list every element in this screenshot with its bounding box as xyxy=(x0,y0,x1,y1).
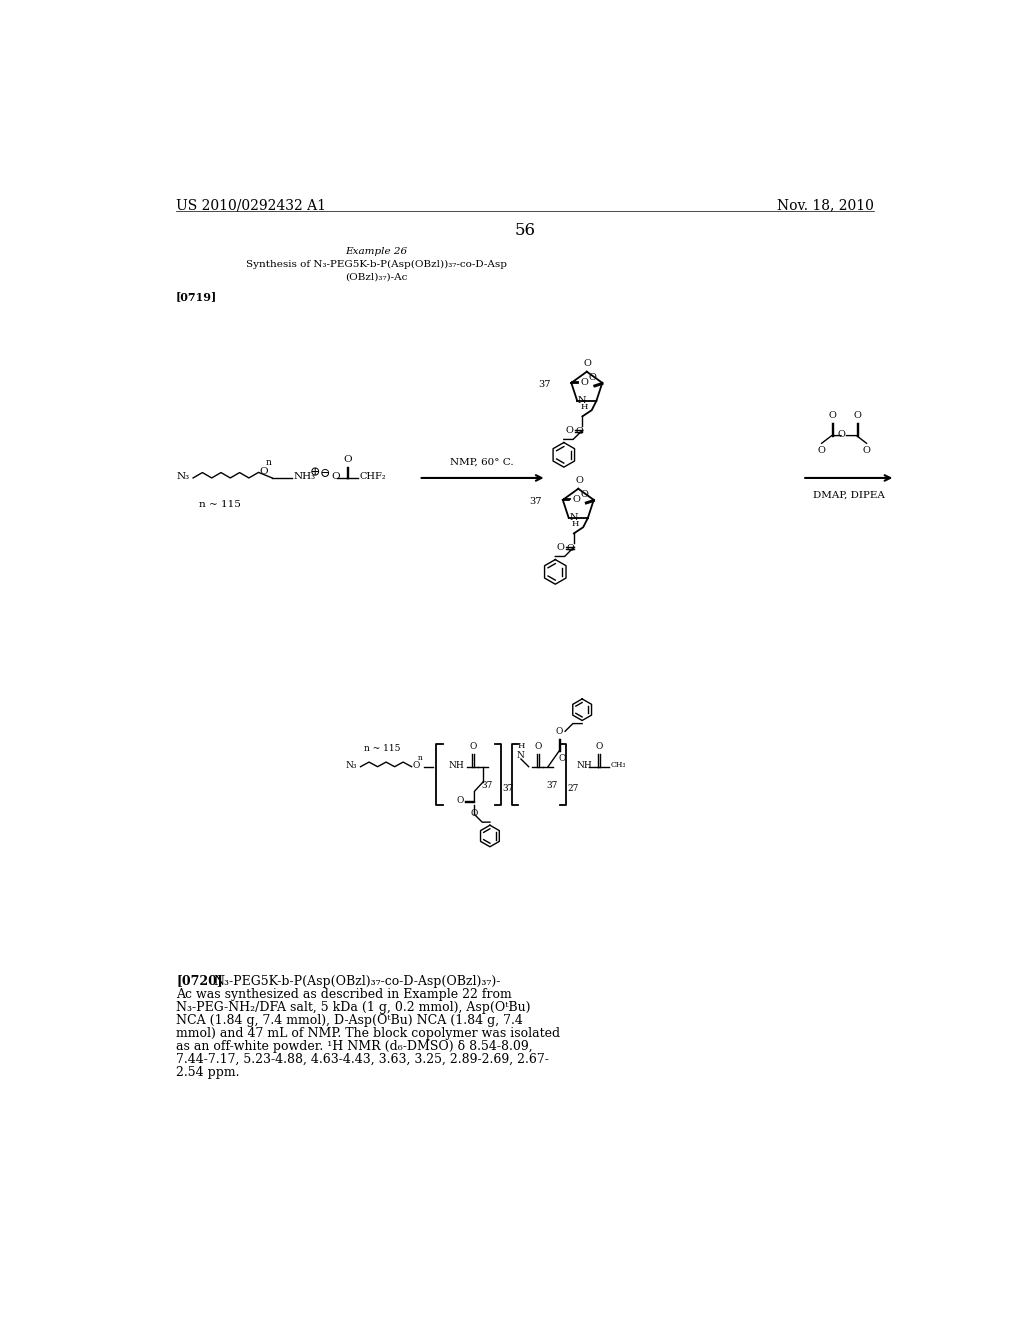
Text: NH₃: NH₃ xyxy=(293,473,315,480)
Text: 37: 37 xyxy=(546,780,558,789)
Text: [0719]: [0719] xyxy=(176,292,217,302)
Text: O: O xyxy=(567,544,574,553)
Text: N₃: N₃ xyxy=(176,473,189,480)
Text: O: O xyxy=(818,446,825,454)
Text: NH: NH xyxy=(449,760,464,770)
Text: N₃-PEG5K-b-P(Asp(OBzl)₃₇-co-D-Asp(OBzl)₃₇)-: N₃-PEG5K-b-P(Asp(OBzl)₃₇-co-D-Asp(OBzl)₃… xyxy=(213,974,501,987)
Text: O: O xyxy=(853,412,861,420)
Text: N: N xyxy=(578,396,587,405)
Text: n: n xyxy=(265,458,271,467)
Text: O: O xyxy=(413,760,420,770)
Text: N₃: N₃ xyxy=(345,760,356,770)
Text: ⊖: ⊖ xyxy=(321,467,331,480)
Text: US 2010/0292432 A1: US 2010/0292432 A1 xyxy=(176,198,326,213)
Text: n ~ 115: n ~ 115 xyxy=(364,743,400,752)
Text: NMP, 60° C.: NMP, 60° C. xyxy=(451,458,514,467)
Text: O: O xyxy=(331,473,340,480)
Text: O: O xyxy=(589,374,597,383)
Text: n: n xyxy=(418,754,423,762)
Text: NCA (1.84 g, 7.4 mmol), D-Asp(OᵗBu) NCA (1.84 g, 7.4: NCA (1.84 g, 7.4 mmol), D-Asp(OᵗBu) NCA … xyxy=(176,1014,523,1027)
Text: mmol) and 47 mL of NMP. The block copolymer was isolated: mmol) and 47 mL of NMP. The block copoly… xyxy=(176,1027,560,1040)
Text: O: O xyxy=(581,491,588,499)
Text: Example 26: Example 26 xyxy=(345,247,408,256)
Text: O: O xyxy=(471,809,478,818)
Text: 56: 56 xyxy=(514,222,536,239)
Text: N: N xyxy=(569,512,578,521)
Text: O: O xyxy=(584,359,592,368)
Text: NH: NH xyxy=(577,760,593,770)
Text: CH₃: CH₃ xyxy=(611,762,627,770)
Text: H: H xyxy=(571,520,580,528)
Text: O: O xyxy=(559,755,566,763)
Text: O: O xyxy=(535,742,542,751)
Text: 7.44-7.17, 5.23-4.88, 4.63-4.43, 3.63, 3.25, 2.89-2.69, 2.67-: 7.44-7.17, 5.23-4.88, 4.63-4.43, 3.63, 3… xyxy=(176,1053,549,1067)
Text: O: O xyxy=(565,426,573,434)
Text: O: O xyxy=(457,796,464,805)
Text: O: O xyxy=(575,428,584,436)
Text: Nov. 18, 2010: Nov. 18, 2010 xyxy=(776,198,873,213)
Text: O: O xyxy=(862,446,870,454)
Text: O: O xyxy=(556,727,563,737)
Text: CHF₂: CHF₂ xyxy=(359,473,386,480)
Text: O: O xyxy=(343,455,351,465)
Text: H: H xyxy=(517,742,524,750)
Text: 37: 37 xyxy=(503,784,514,792)
Text: 2.54 ppm.: 2.54 ppm. xyxy=(176,1067,240,1080)
Text: O: O xyxy=(837,429,845,438)
Text: O: O xyxy=(581,379,589,387)
Text: H: H xyxy=(581,403,588,412)
Text: Synthesis of N₃-PEG5K-b-P(Asp(OBzl))₃₇-co-D-Asp: Synthesis of N₃-PEG5K-b-P(Asp(OBzl))₃₇-c… xyxy=(246,260,507,269)
Text: O: O xyxy=(469,742,476,751)
Text: n ~ 115: n ~ 115 xyxy=(200,499,242,508)
Text: N: N xyxy=(517,751,525,760)
Text: DMAP, DIPEA: DMAP, DIPEA xyxy=(813,490,885,499)
Text: N₃-PEG-NH₂/DFA salt, 5 kDa (1 g, 0.2 mmol), Asp(OᵗBu): N₃-PEG-NH₂/DFA salt, 5 kDa (1 g, 0.2 mmo… xyxy=(176,1001,530,1014)
Text: ⊕: ⊕ xyxy=(309,467,319,480)
Text: O: O xyxy=(596,742,603,751)
Text: O: O xyxy=(828,412,837,420)
Text: 37: 37 xyxy=(538,380,551,388)
Text: (OBzl)₃₇)-Ac: (OBzl)₃₇)-Ac xyxy=(345,272,408,281)
Text: O: O xyxy=(557,543,564,552)
Text: Ac was synthesized as described in Example 22 from: Ac was synthesized as described in Examp… xyxy=(176,987,512,1001)
Text: O: O xyxy=(259,466,267,475)
Text: O: O xyxy=(575,477,583,484)
Text: 37: 37 xyxy=(529,496,542,506)
Text: 37: 37 xyxy=(481,780,493,789)
Text: 27: 27 xyxy=(567,784,579,792)
Text: O: O xyxy=(572,495,580,504)
Text: as an off-white powder. ¹H NMR (d₆-DMSO) δ 8.54-8.09,: as an off-white powder. ¹H NMR (d₆-DMSO)… xyxy=(176,1040,532,1053)
Text: [0720]: [0720] xyxy=(176,974,223,987)
